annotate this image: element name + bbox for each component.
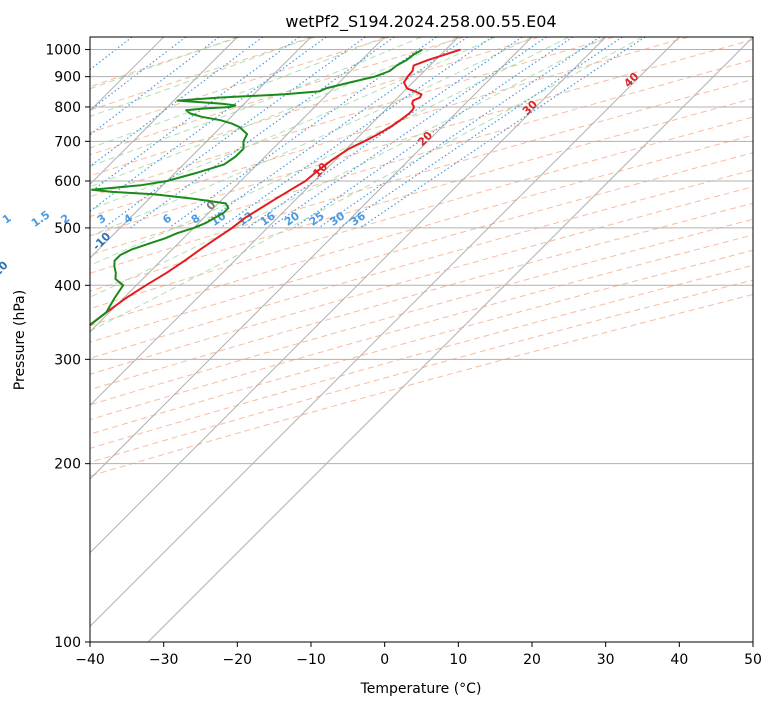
- mixing-ratio-line: [197, 37, 468, 229]
- x-tick-label: 50: [744, 652, 762, 668]
- mixing-ratio-line: [0, 37, 82, 228]
- mixing-ratio-label: 20: [282, 209, 302, 229]
- x-tick-label: 0: [380, 652, 389, 668]
- isotherm-line: [90, 37, 238, 186]
- dry-adiabat: [90, 37, 315, 111]
- mixing-ratio-label: 25: [307, 209, 327, 228]
- x-tick-label: −20: [223, 652, 253, 668]
- x-tick-label: −30: [149, 652, 179, 668]
- mixing-ratio-line: [90, 37, 220, 136]
- y-tick-label: 800: [54, 100, 81, 116]
- dry-adiabat: [90, 264, 753, 449]
- dry-adiabat: [90, 134, 753, 327]
- dry-adiabat: [90, 37, 241, 88]
- profile-lines: [90, 48, 461, 327]
- isotherm-line: [90, 37, 312, 259]
- mixing-ratio-label: 6: [160, 211, 174, 226]
- moist-adiabat: [90, 37, 570, 266]
- x-tick-label: 30: [597, 652, 615, 668]
- mixing-ratio-line: [129, 37, 395, 229]
- y-axis-label: Pressure (hPa): [12, 290, 28, 390]
- isotherm-label: 40: [621, 70, 641, 90]
- mixing-ratio-line: [359, 37, 646, 229]
- mixing-ratio-label: 1: [0, 212, 14, 227]
- dry-adiabat: [90, 59, 753, 256]
- dry-adiabat: [90, 37, 465, 156]
- mixing-ratio-line: [247, 37, 523, 229]
- mixing-ratio-line: [168, 37, 437, 229]
- x-tick-label: −40: [75, 652, 105, 668]
- moist-adiabat: [90, 37, 238, 90]
- mixing-ratio-line: [90, 37, 133, 71]
- mixing-ratio-line: [90, 37, 327, 212]
- y-tick-label: 1000: [45, 43, 81, 59]
- dry-adiabat: [90, 169, 753, 359]
- moist-adiabat: [90, 37, 496, 211]
- mixing-ratio-line: [338, 37, 623, 229]
- mixing-ratio-line: [293, 37, 574, 229]
- y-axis-ticks: 1000 900 800 700 600 500 400 300 200 100: [45, 43, 90, 651]
- y-tick-label: 400: [54, 278, 81, 294]
- plot-frame: [89, 36, 754, 643]
- y-tick-label: 700: [54, 134, 81, 150]
- mixing-ratio-label: 1.5: [29, 208, 52, 230]
- chart-title: wetPf2_S194.2024.258.00.55.E04: [285, 12, 556, 32]
- x-axis-ticks: −40 −30 −20 −10 0 10 20 30 40 50: [75, 642, 762, 668]
- isotherm-line: [90, 37, 459, 407]
- y-tick-label: 300: [54, 352, 81, 368]
- mixing-ratio-line: [103, 37, 366, 229]
- temperature-line: [90, 48, 461, 327]
- y-tick-label: 900: [54, 70, 81, 86]
- dry-adiabat: [90, 37, 539, 177]
- dry-adiabat: [90, 249, 753, 435]
- x-tick-label: 40: [670, 652, 688, 668]
- y-tick-label: 600: [54, 174, 81, 190]
- dry-adiabat: [90, 116, 753, 310]
- dry-adiabat: [90, 152, 753, 343]
- moist-adiabat: [90, 37, 422, 167]
- moist-adiabat: [90, 37, 533, 237]
- moist-adiabat: [90, 37, 606, 298]
- background-lines: [0, 37, 753, 642]
- x-tick-label: −10: [296, 652, 326, 668]
- mixing-ratio-label: 30: [327, 209, 347, 229]
- y-tick-label: 200: [54, 457, 81, 473]
- isotherm-line: [90, 37, 533, 480]
- isotherm-line: [147, 37, 753, 642]
- x-tick-label: 10: [449, 652, 467, 668]
- y-tick-label: 100: [54, 635, 81, 651]
- x-axis-label: Temperature (°C): [360, 681, 482, 697]
- dry-adiabat: [90, 293, 753, 477]
- dry-adiabat: [90, 37, 390, 134]
- isotherm-line: [90, 37, 680, 628]
- isotherm-label: -10: [90, 229, 113, 252]
- isotherm-label: -20: [0, 258, 11, 281]
- dewpoint-line: [90, 48, 423, 327]
- isotherm-line: [90, 37, 607, 554]
- isotherm-label: 20: [415, 129, 435, 149]
- mixing-ratio-line: [220, 37, 493, 229]
- moist-adiabat: [90, 37, 385, 149]
- moist-adiabat: [90, 37, 643, 332]
- dry-adiabat: [90, 218, 753, 406]
- y-tick-label: 500: [54, 221, 81, 237]
- dry-adiabat: [90, 37, 689, 218]
- mixing-ratio-label: 16: [258, 209, 278, 229]
- pressure-gridlines: [90, 49, 753, 642]
- isotherm-line: [90, 37, 386, 333]
- dry-adiabat: [90, 39, 753, 237]
- mixing-ratio-line: [269, 37, 547, 229]
- mixing-ratio-label: 3: [95, 211, 109, 226]
- x-tick-label: 20: [523, 652, 541, 668]
